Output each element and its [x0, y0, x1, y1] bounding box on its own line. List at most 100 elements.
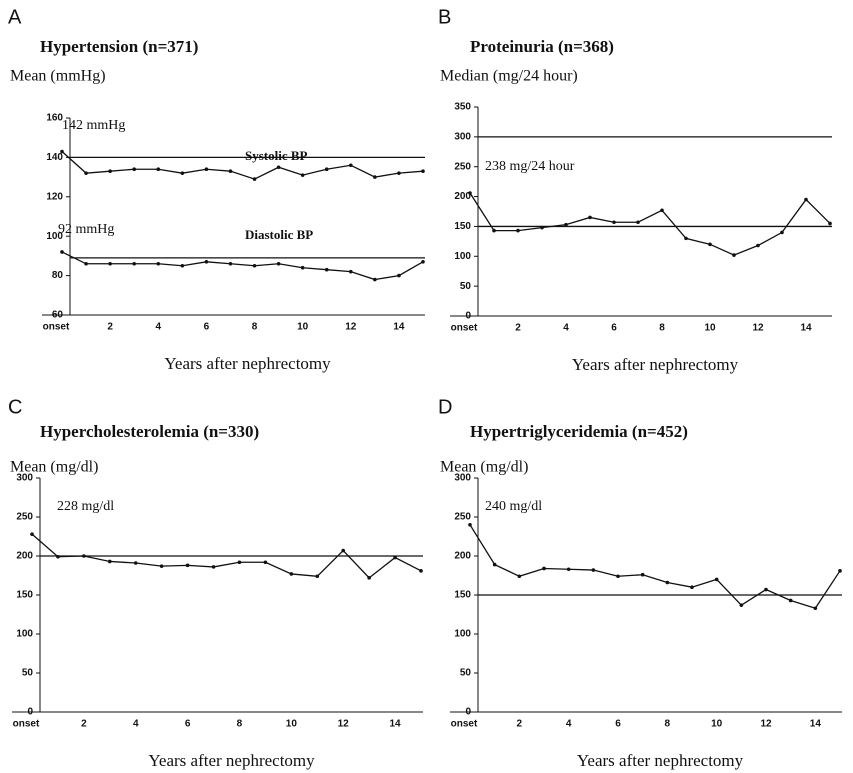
data-point [419, 569, 423, 573]
x-tick-label: 6 [615, 719, 621, 730]
data-point [237, 560, 242, 565]
data-point [492, 228, 496, 233]
data-point [341, 548, 346, 553]
y-tick-label: 50 [460, 281, 472, 292]
data-line [61, 151, 424, 180]
data-point [564, 222, 568, 227]
y-tick-label: 150 [16, 590, 33, 601]
data-point [684, 236, 688, 241]
data-point [468, 523, 472, 527]
data-point [276, 165, 281, 170]
x-tick-label: 2 [107, 322, 113, 333]
y-tick-label: 250 [454, 512, 471, 523]
data-point [780, 230, 784, 235]
x-tick-label: 14 [810, 719, 822, 730]
data-point [373, 277, 377, 282]
data-point [204, 167, 209, 172]
data-line [31, 533, 422, 579]
chart-title: Hypercholesterolemia (n=330) [40, 422, 259, 441]
y-tick-label: 150 [454, 590, 471, 601]
data-point [84, 171, 88, 175]
x-tick-label: 8 [252, 322, 258, 333]
data-point [739, 603, 744, 607]
data-point [542, 566, 546, 571]
chart-title: Hypertriglyceridemia (n=452) [470, 422, 688, 441]
data-point [228, 169, 233, 173]
data-point [492, 562, 497, 567]
data-line [61, 251, 424, 281]
data-point [156, 167, 161, 172]
panel: C Hypercholesterolemia (n=330) Mean (mg/dl… [8, 396, 423, 770]
data-point [133, 561, 138, 565]
x-tick-label: onset [451, 323, 478, 334]
y-tick-label: 200 [454, 191, 471, 202]
data-point [180, 263, 185, 268]
data-point [132, 167, 136, 172]
data-point [56, 554, 60, 559]
panel-letter: B [438, 6, 451, 28]
x-tick-label: 4 [155, 322, 161, 333]
annotation: 142 mmHg [62, 118, 125, 133]
y-tick-label: 300 [454, 473, 471, 484]
y-tick-label: 60 [52, 310, 64, 321]
data-point [349, 163, 353, 168]
data-point [756, 243, 760, 248]
x-tick-label: 12 [338, 719, 350, 730]
x-axis-label: Years after nephrectomy [577, 751, 744, 770]
data-point [60, 149, 64, 154]
data-point [421, 260, 425, 264]
data-point [211, 565, 216, 569]
x-tick-label: 6 [611, 323, 617, 334]
x-tick-label: 4 [566, 719, 572, 730]
x-tick-label: 14 [390, 719, 402, 730]
y-tick-label: 300 [16, 473, 33, 484]
x-tick-label: onset [13, 719, 40, 730]
y-tick-label: 80 [52, 270, 64, 281]
x-tick-label: onset [451, 719, 478, 730]
data-point [708, 242, 712, 247]
panel: B Proteinuria (n=368) Median (mg/24 hour) Y… [438, 6, 832, 374]
data-point [263, 560, 268, 565]
data-point [300, 265, 305, 270]
x-tick-label: 2 [81, 719, 87, 730]
data-point [276, 261, 281, 266]
y-tick-label: 200 [454, 551, 471, 562]
y-tick-label: 120 [46, 191, 63, 202]
x-tick-label: 2 [515, 323, 521, 334]
data-point [82, 554, 86, 558]
data-point [714, 577, 719, 582]
data-point [373, 175, 377, 179]
x-tick-label: 2 [517, 719, 523, 730]
y-tick-label: 0 [27, 707, 33, 718]
data-point [540, 225, 544, 230]
y-axis-label: Mean (mg/dl) [10, 459, 98, 476]
data-point [367, 576, 371, 580]
data-point [289, 572, 294, 576]
data-point [252, 263, 257, 268]
data-point [421, 169, 425, 173]
data-point [665, 580, 670, 585]
data-point [300, 173, 305, 177]
series-label: Diastolic BP [245, 227, 313, 242]
panel: A Hypertension (n=371) Mean (mmHg) Years af… [8, 6, 425, 373]
data-point [108, 169, 112, 173]
data-point [732, 253, 736, 257]
x-tick-label: 12 [752, 323, 764, 334]
data-point [185, 563, 190, 568]
annotation: 92 mmHg [58, 222, 114, 237]
data-point [397, 171, 401, 175]
y-tick-label: 150 [454, 221, 471, 232]
x-tick-label: 10 [711, 719, 723, 730]
y-axis-label: Median (mg/24 hour) [440, 68, 578, 85]
y-tick-label: 250 [454, 161, 471, 172]
data-point [108, 559, 112, 564]
data-point [566, 567, 571, 572]
data-point [517, 574, 522, 579]
x-tick-label: 14 [800, 323, 812, 334]
data-point [204, 260, 209, 264]
data-point [324, 167, 329, 172]
data-point [813, 606, 818, 611]
annotation: 238 mg/24 hour [485, 159, 575, 174]
x-tick-label: 12 [760, 719, 772, 730]
